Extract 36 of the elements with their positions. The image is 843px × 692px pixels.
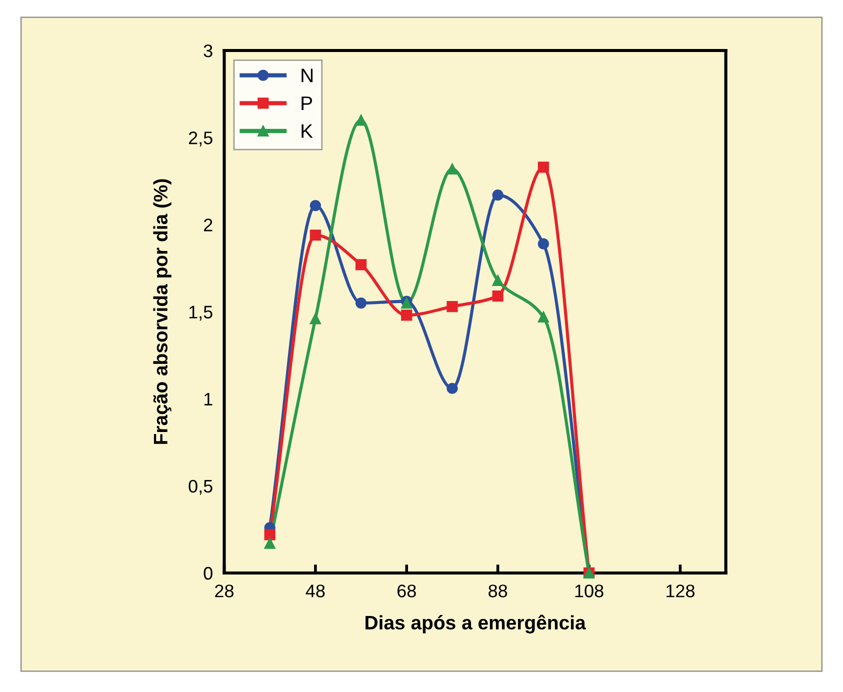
point xyxy=(492,190,504,201)
x-tick-label: 48 xyxy=(306,584,325,598)
y-tick-label: 3 xyxy=(204,44,212,58)
point xyxy=(538,162,549,173)
y-tick-label: 1,5 xyxy=(189,306,212,321)
y-tick-label: 0 xyxy=(204,566,212,580)
x-tick-label: 28 xyxy=(215,584,234,598)
point xyxy=(310,313,321,324)
x-tick-label: 108 xyxy=(575,584,604,598)
x-tick-label: 68 xyxy=(398,584,416,598)
point xyxy=(401,310,412,321)
point xyxy=(446,300,458,312)
y-tick-label: 2 xyxy=(204,218,212,232)
point xyxy=(538,238,549,250)
point xyxy=(310,200,321,212)
point xyxy=(492,290,504,302)
point xyxy=(310,230,321,241)
point xyxy=(355,259,367,270)
legend-label: K xyxy=(302,124,313,138)
point xyxy=(492,274,504,286)
x-tick-label: 88 xyxy=(488,584,508,598)
y-tick-label: 1 xyxy=(204,392,212,406)
legend-label: N xyxy=(302,68,313,82)
legend-label: P xyxy=(302,96,312,110)
x-axis-title: Dias após a emergência xyxy=(366,614,586,634)
point xyxy=(355,297,367,309)
y-tick-label: 2,5 xyxy=(188,132,212,146)
point xyxy=(446,382,458,394)
y-tick-label: 0,5 xyxy=(188,480,212,495)
point xyxy=(264,529,276,540)
y-axis-title: Fração absorvida por dia (%) xyxy=(153,179,172,444)
point xyxy=(355,114,367,126)
point xyxy=(446,163,458,174)
x-tick-label: 128 xyxy=(666,584,695,598)
point xyxy=(538,311,549,323)
point xyxy=(264,538,276,549)
